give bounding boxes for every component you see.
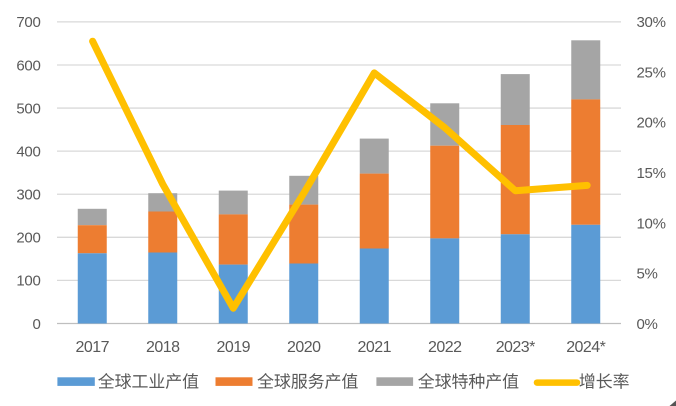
svg-text:2018: 2018: [146, 339, 180, 356]
svg-text:2019: 2019: [217, 339, 251, 356]
svg-text:10%: 10%: [637, 215, 666, 232]
svg-text:5%: 5%: [637, 266, 658, 283]
svg-text:2017: 2017: [76, 339, 110, 356]
svg-text:500: 500: [16, 100, 40, 117]
svg-text:2021: 2021: [358, 339, 392, 356]
svg-text:0: 0: [32, 316, 40, 333]
svg-text:2024*: 2024*: [566, 339, 605, 356]
svg-text:0%: 0%: [637, 316, 658, 333]
svg-text:25%: 25%: [637, 64, 666, 81]
svg-text:100: 100: [16, 273, 40, 290]
svg-text:600: 600: [16, 57, 40, 74]
svg-text:20%: 20%: [637, 115, 666, 132]
svg-text:300: 300: [16, 187, 40, 204]
svg-text:400: 400: [16, 143, 40, 160]
svg-text:2023*: 2023*: [496, 339, 535, 356]
svg-text:2020: 2020: [287, 339, 321, 356]
svg-text:2022: 2022: [428, 339, 462, 356]
svg-text:700: 700: [16, 14, 40, 31]
svg-text:30%: 30%: [637, 14, 666, 31]
svg-text:15%: 15%: [637, 165, 666, 182]
svg-text:200: 200: [16, 230, 40, 247]
